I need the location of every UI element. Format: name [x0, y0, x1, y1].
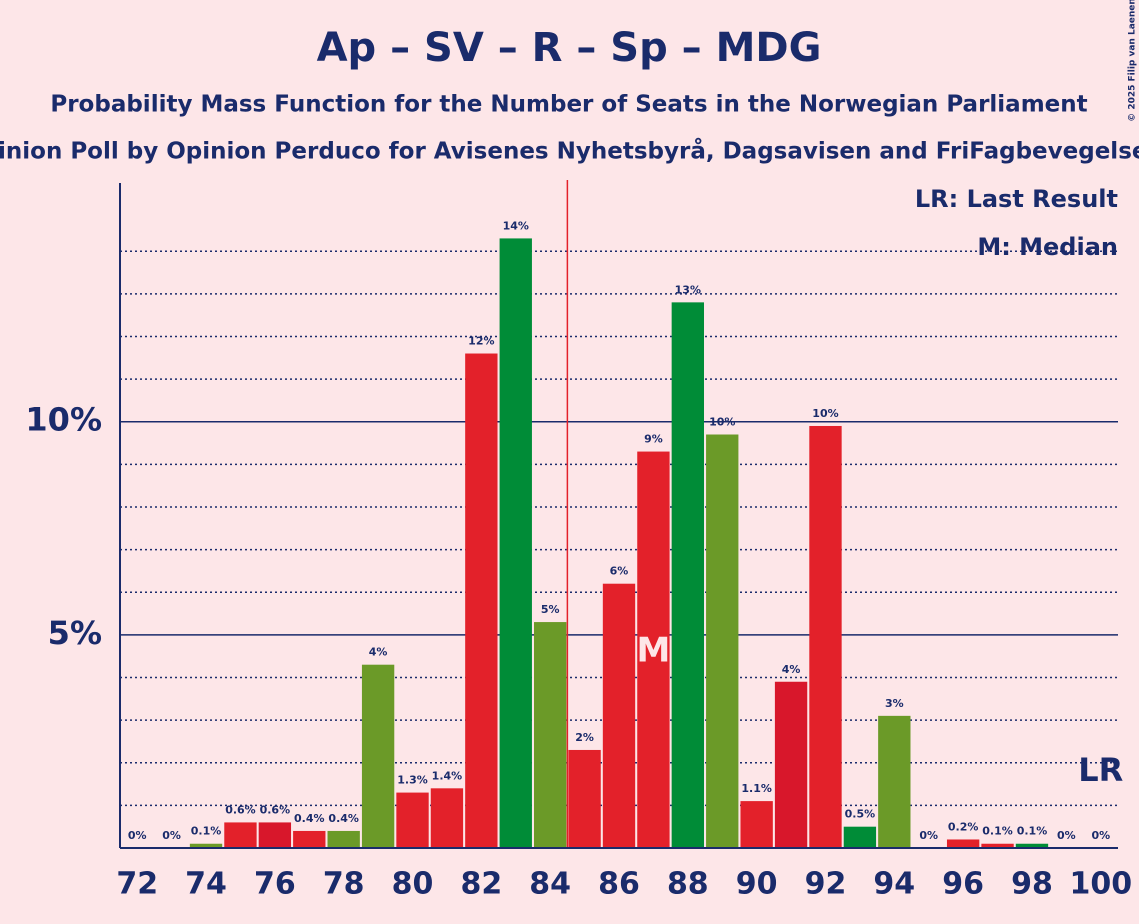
bar [430, 788, 464, 848]
value-label: 2% [575, 731, 594, 744]
bar [499, 238, 532, 848]
bar [361, 664, 395, 848]
value-label: 13% [675, 283, 701, 296]
value-label: 0% [1057, 829, 1076, 842]
bar [258, 822, 292, 848]
bar [533, 622, 567, 848]
value-label: 0.1% [191, 825, 222, 838]
bar [602, 583, 636, 848]
x-tick-label: 94 [873, 867, 915, 902]
chart-title: Ap – SV – R – Sp – MDG [317, 25, 822, 71]
x-tick-label: 74 [185, 867, 227, 902]
legend-entry: LR: Last Result [915, 185, 1118, 213]
x-tick-label: 72 [116, 867, 158, 902]
bar [1015, 843, 1049, 848]
x-tick-label: 80 [392, 867, 434, 902]
x-tick-label: 82 [460, 867, 502, 902]
y-tick-label: 5% [48, 614, 102, 652]
value-label: 1.3% [397, 774, 428, 787]
chart-caption: inion Poll by Opinion Perduco for Avisen… [0, 138, 1139, 165]
value-label: 5% [541, 603, 560, 616]
chart-subtitle: Probability Mass Function for the Number… [50, 92, 1087, 118]
bar [809, 425, 842, 848]
x-tick-label: 78 [323, 867, 365, 902]
value-label: 1.1% [741, 782, 772, 795]
value-label: 0.1% [1017, 825, 1048, 838]
bar [706, 434, 739, 848]
bar [293, 830, 326, 848]
copyright: © 2025 Filip van Laenen [1128, 0, 1138, 122]
bar [465, 353, 498, 848]
bar [878, 715, 911, 848]
y-tick-label: 10% [25, 401, 102, 439]
value-label: 10% [709, 416, 735, 429]
bar [396, 792, 429, 848]
x-tick-label: 88 [667, 867, 709, 902]
value-label: 0% [919, 829, 938, 842]
x-tick-label: 90 [736, 867, 778, 902]
bar [224, 822, 257, 848]
bar [740, 801, 773, 848]
bar [637, 451, 670, 848]
value-label: 10% [812, 407, 838, 420]
x-tick-label: 76 [254, 867, 296, 902]
last-result-marker: LR [1078, 751, 1123, 789]
bar [671, 302, 705, 848]
value-label: 0.1% [982, 825, 1013, 838]
value-label: 0.4% [294, 812, 325, 825]
x-tick-label: 92 [805, 867, 847, 902]
value-label: 0.6% [260, 803, 291, 816]
x-tick-label: 84 [529, 867, 571, 902]
x-tick-label: 100 [1069, 867, 1132, 902]
value-label: 9% [644, 433, 663, 446]
median-marker: M [636, 631, 670, 671]
legend-entry: M: Median [977, 233, 1118, 261]
value-label: 14% [503, 219, 529, 232]
x-tick-label: 86 [598, 867, 640, 902]
bar [189, 843, 223, 848]
value-label: 12% [468, 335, 494, 348]
bar [568, 749, 601, 848]
value-label: 0% [1091, 829, 1110, 842]
value-label: 0.4% [328, 812, 359, 825]
value-label: 6% [610, 565, 629, 578]
bar [946, 839, 980, 848]
value-label: 0.6% [225, 803, 256, 816]
value-label: 1.4% [432, 769, 463, 782]
bar [843, 826, 877, 848]
x-tick-label: 98 [1011, 867, 1053, 902]
value-label: 0% [162, 829, 181, 842]
value-label: 0.5% [845, 808, 876, 821]
value-label: 4% [782, 663, 801, 676]
value-label: 0.2% [948, 820, 979, 833]
bar [774, 681, 808, 848]
bar [327, 830, 360, 848]
value-label: 4% [369, 646, 388, 659]
x-tick-label: 96 [942, 867, 984, 902]
bar [981, 843, 1014, 848]
value-label: 0% [128, 829, 147, 842]
value-label: 3% [885, 697, 904, 710]
